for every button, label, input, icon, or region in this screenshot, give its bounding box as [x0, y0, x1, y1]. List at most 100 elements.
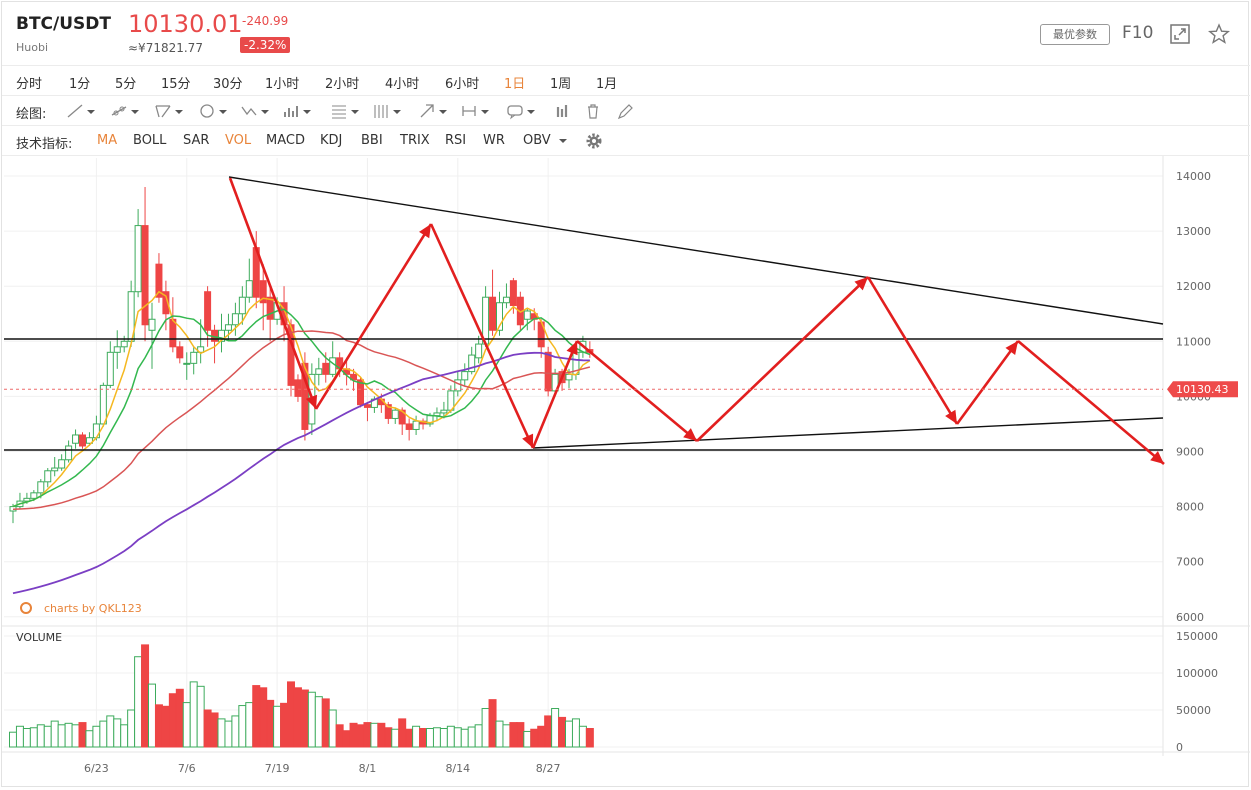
volume-bar — [307, 691, 316, 748]
ray-tool-icon[interactable] — [111, 106, 139, 116]
indicator-tab[interactable]: MA — [97, 133, 118, 148]
brush-tool-icon[interactable] — [617, 104, 633, 120]
fib-tool-icon[interactable] — [332, 105, 359, 119]
candle-body — [322, 362, 330, 375]
candle-body — [468, 354, 476, 373]
volume-bar — [516, 722, 525, 748]
period-tab[interactable]: 1月 — [596, 77, 618, 92]
volume-bar — [558, 716, 567, 748]
f10-button[interactable]: F10 — [1122, 23, 1154, 43]
volume-bar — [259, 687, 268, 748]
candle-body — [301, 362, 309, 430]
y-tick-label: 11000 — [1176, 335, 1211, 348]
gear-icon[interactable] — [585, 132, 603, 150]
period-tab[interactable]: 4小时 — [385, 77, 420, 92]
indicator-tab[interactable]: KDJ — [320, 133, 343, 148]
pattern-tool-icon[interactable] — [284, 106, 311, 117]
volume-bar — [509, 722, 518, 748]
candle-body — [92, 423, 100, 439]
indicator-tab[interactable]: BBI — [361, 133, 383, 148]
measure-tool-icon[interactable] — [556, 105, 568, 117]
indicator-tab[interactable]: VOL — [225, 133, 252, 148]
candle-body — [51, 467, 59, 472]
period-tab[interactable]: 30分 — [213, 77, 243, 92]
indicator-tab[interactable]: TRIX — [400, 133, 430, 148]
volume-bar — [321, 698, 330, 748]
candle-body — [259, 280, 267, 304]
expand-icon[interactable] — [1169, 23, 1191, 45]
volume-bar — [92, 725, 101, 748]
volume-bar — [120, 724, 129, 748]
indicator-label: 技术指标: — [16, 137, 73, 152]
volume-bar — [453, 727, 462, 748]
line-tool-icon[interactable] — [67, 104, 95, 118]
x-tick-label: 7/19 — [265, 762, 290, 775]
candle-body — [155, 263, 163, 298]
indicator-tab[interactable]: WR — [483, 133, 505, 148]
range-tool-icon[interactable] — [462, 106, 489, 116]
volume-bar — [64, 722, 73, 748]
volume-bar — [43, 725, 52, 748]
volume-bar — [15, 725, 24, 748]
candle-body — [523, 310, 531, 320]
price-chart[interactable]: 6000700080009000100001100012000130001400… — [2, 156, 1250, 788]
volume-bar — [78, 722, 87, 748]
period-tab[interactable]: 5分 — [115, 77, 137, 92]
comment-tool-icon[interactable] — [507, 105, 535, 120]
volume-bar — [168, 693, 177, 748]
period-tab[interactable]: 6小时 — [445, 77, 480, 92]
annotation-segment — [228, 177, 318, 410]
candle-body — [224, 324, 232, 331]
indicator-tab[interactable]: SAR — [183, 133, 210, 148]
period-tab[interactable]: 15分 — [161, 77, 191, 92]
chevron-down-icon — [303, 110, 311, 114]
volume-bar — [349, 722, 358, 748]
star-icon[interactable] — [1208, 23, 1230, 45]
candles — [9, 187, 594, 524]
period-tab[interactable]: 分时 — [16, 77, 43, 92]
last-price: 10130.01 — [128, 10, 243, 38]
volume-bar — [113, 718, 122, 748]
candle-body — [266, 296, 274, 320]
volume-bar — [9, 731, 17, 748]
wave-tool-icon[interactable] — [241, 106, 269, 116]
annotation-segment — [531, 340, 579, 449]
indicator-tab[interactable]: MACD — [266, 133, 305, 148]
volume-bar — [488, 699, 497, 748]
candle-body — [176, 346, 184, 359]
volume-bar — [391, 728, 400, 748]
chevron-down-icon — [131, 110, 139, 114]
period-tab[interactable]: 1分 — [69, 77, 91, 92]
price-change-percent: -2.32% — [240, 37, 291, 53]
circle-tool-icon[interactable] — [200, 104, 227, 118]
indicator-tab[interactable]: BOLL — [133, 133, 167, 148]
candle-body — [287, 324, 295, 386]
period-tab[interactable]: 1周 — [550, 77, 572, 92]
ma10-line — [12, 308, 591, 508]
chevron-down-icon — [481, 110, 489, 114]
candle-body — [398, 409, 406, 425]
candle-body — [405, 423, 413, 430]
volume-bar — [530, 728, 539, 748]
period-tab[interactable]: 1小时 — [265, 77, 300, 92]
y-tick-label: 9000 — [1176, 446, 1204, 459]
candle-body — [190, 351, 198, 364]
arrow-tool-icon[interactable] — [420, 104, 447, 118]
arrowhead — [683, 428, 697, 441]
arrowhead — [1005, 341, 1018, 356]
delete-tool-icon[interactable] — [588, 104, 598, 119]
indicator-tab[interactable]: OBV — [523, 133, 551, 148]
optimal-params-button[interactable]: 最优参数 — [1040, 24, 1110, 45]
period-tab[interactable]: 2小时 — [325, 77, 360, 92]
chevron-down-icon[interactable] — [558, 136, 568, 146]
gann-tool-icon[interactable] — [374, 105, 401, 118]
period-tab[interactable]: 1日 — [504, 77, 526, 92]
channel-tool-icon[interactable] — [155, 105, 183, 118]
volume-bar — [328, 709, 337, 748]
x-tick-label: 8/1 — [359, 762, 377, 775]
ticker-header: BTC/USDT Huobi 10130.01 ≈¥71821.77 -240.… — [2, 2, 1250, 66]
candle-body — [99, 384, 107, 425]
symbol-label: BTC/USDT — [16, 14, 111, 34]
indicator-tab[interactable]: RSI — [445, 133, 467, 148]
annotation-segment — [696, 276, 869, 442]
